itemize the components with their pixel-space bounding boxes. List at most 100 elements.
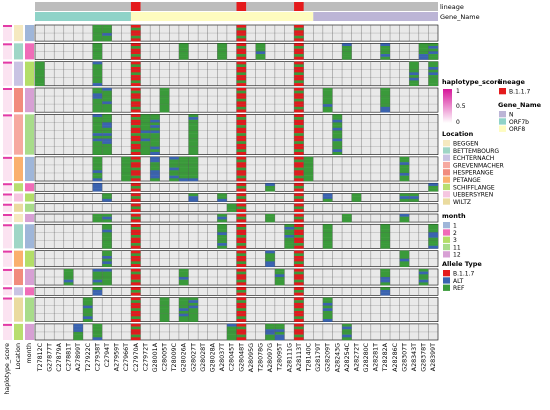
allele-cell	[92, 219, 103, 223]
allele-cell	[130, 104, 141, 107]
haplotype-score-cell	[3, 193, 12, 202]
allele-cell	[178, 178, 189, 182]
allele-cell	[274, 271, 285, 275]
allele-cell	[130, 287, 141, 291]
allele-cell	[409, 77, 419, 81]
allele-cell	[294, 271, 304, 275]
allele-cell	[303, 167, 314, 171]
allele-cell	[92, 64, 103, 68]
allele-cell	[188, 138, 199, 142]
allele-cell	[284, 224, 295, 228]
allele-cell	[130, 64, 141, 68]
allele-cell	[102, 119, 112, 123]
allele-cell	[140, 143, 151, 147]
allele-cell	[236, 56, 247, 60]
allele-cell	[130, 188, 141, 192]
allele-cell	[236, 287, 247, 291]
allele-cell	[294, 274, 304, 278]
allele-cell	[188, 302, 199, 306]
haplotype-score-cell	[3, 183, 12, 192]
gene-bar-orf7b	[35, 12, 131, 21]
allele-cell	[399, 256, 410, 259]
allele-cell	[92, 33, 103, 36]
allele-cell	[284, 240, 295, 244]
allele-cell	[35, 83, 45, 86]
allele-cell	[92, 75, 103, 78]
haplotype-score-cell	[3, 224, 12, 249]
allele-cell	[380, 279, 391, 283]
allele-cell	[92, 130, 103, 134]
allele-cell	[92, 114, 103, 118]
allele-cell	[294, 289, 304, 293]
allele-cell	[169, 172, 179, 176]
allele-cell	[294, 83, 304, 86]
allele-cell	[322, 232, 333, 236]
allele-cell	[92, 96, 103, 99]
allele-cell	[92, 48, 103, 52]
allele-cell	[35, 69, 45, 73]
allele-cell	[342, 326, 352, 330]
allele-cell	[92, 164, 103, 168]
allele-cell	[121, 167, 131, 171]
allele-cell	[294, 188, 304, 192]
allele-cell	[284, 245, 295, 249]
allele-cell	[342, 54, 352, 57]
allele-cell	[150, 138, 160, 142]
allele-cell	[169, 175, 179, 179]
allele-cell	[102, 271, 112, 275]
allele-type-legend-label: ALT	[453, 278, 464, 285]
allele-cell	[130, 151, 141, 155]
allele-cell	[380, 106, 391, 110]
allele-cell	[226, 337, 237, 341]
allele-cell	[294, 245, 304, 249]
allele-cell	[130, 135, 141, 139]
allele-cell	[130, 109, 141, 113]
allele-cell	[130, 224, 141, 228]
allele-cell	[130, 106, 141, 110]
allele-cell	[130, 146, 141, 150]
allele-cell	[178, 172, 189, 176]
location-cell	[14, 183, 23, 192]
allele-cell	[82, 310, 93, 314]
allele-cell	[130, 250, 141, 254]
allele-cell	[159, 90, 170, 94]
allele-cell	[236, 33, 247, 36]
location-legend-label: BEGGEN	[453, 141, 479, 148]
allele-cell	[303, 178, 314, 182]
allele-cell	[150, 117, 160, 120]
allele-cell	[294, 138, 304, 142]
allele-cell	[178, 268, 189, 272]
allele-cell	[294, 151, 304, 155]
allele-cell	[351, 196, 362, 200]
column-label: T28095T	[277, 343, 284, 372]
allele-cell	[274, 268, 285, 272]
allele-cell	[102, 96, 112, 99]
allele-cell	[92, 178, 103, 182]
location-cell	[14, 268, 23, 286]
allele-cell	[150, 135, 160, 139]
location-legend-swatch	[443, 176, 450, 183]
allele-cell	[294, 264, 304, 267]
allele-cell	[322, 310, 333, 314]
allele-cell	[294, 253, 304, 257]
allele-cell	[236, 104, 247, 107]
month-legend-label: 2	[453, 230, 457, 237]
allele-cell	[150, 130, 160, 134]
allele-cell	[92, 334, 103, 338]
allele-cell	[322, 96, 333, 99]
allele-cell	[130, 232, 141, 236]
allele-cell	[102, 33, 112, 36]
allele-cell	[332, 138, 343, 142]
haplotype-score-peak	[3, 193, 12, 196]
allele-cell	[150, 170, 160, 174]
allele-cell	[188, 141, 199, 145]
allele-cell	[92, 69, 103, 73]
location-legend-swatch	[443, 191, 450, 198]
allele-cell	[188, 119, 199, 123]
allele-cell	[236, 61, 247, 65]
allele-cell	[102, 219, 112, 223]
allele-cell	[188, 297, 199, 301]
allele-cell	[236, 159, 247, 163]
allele-cell	[159, 93, 170, 97]
haplotype-score-cell	[3, 43, 12, 60]
